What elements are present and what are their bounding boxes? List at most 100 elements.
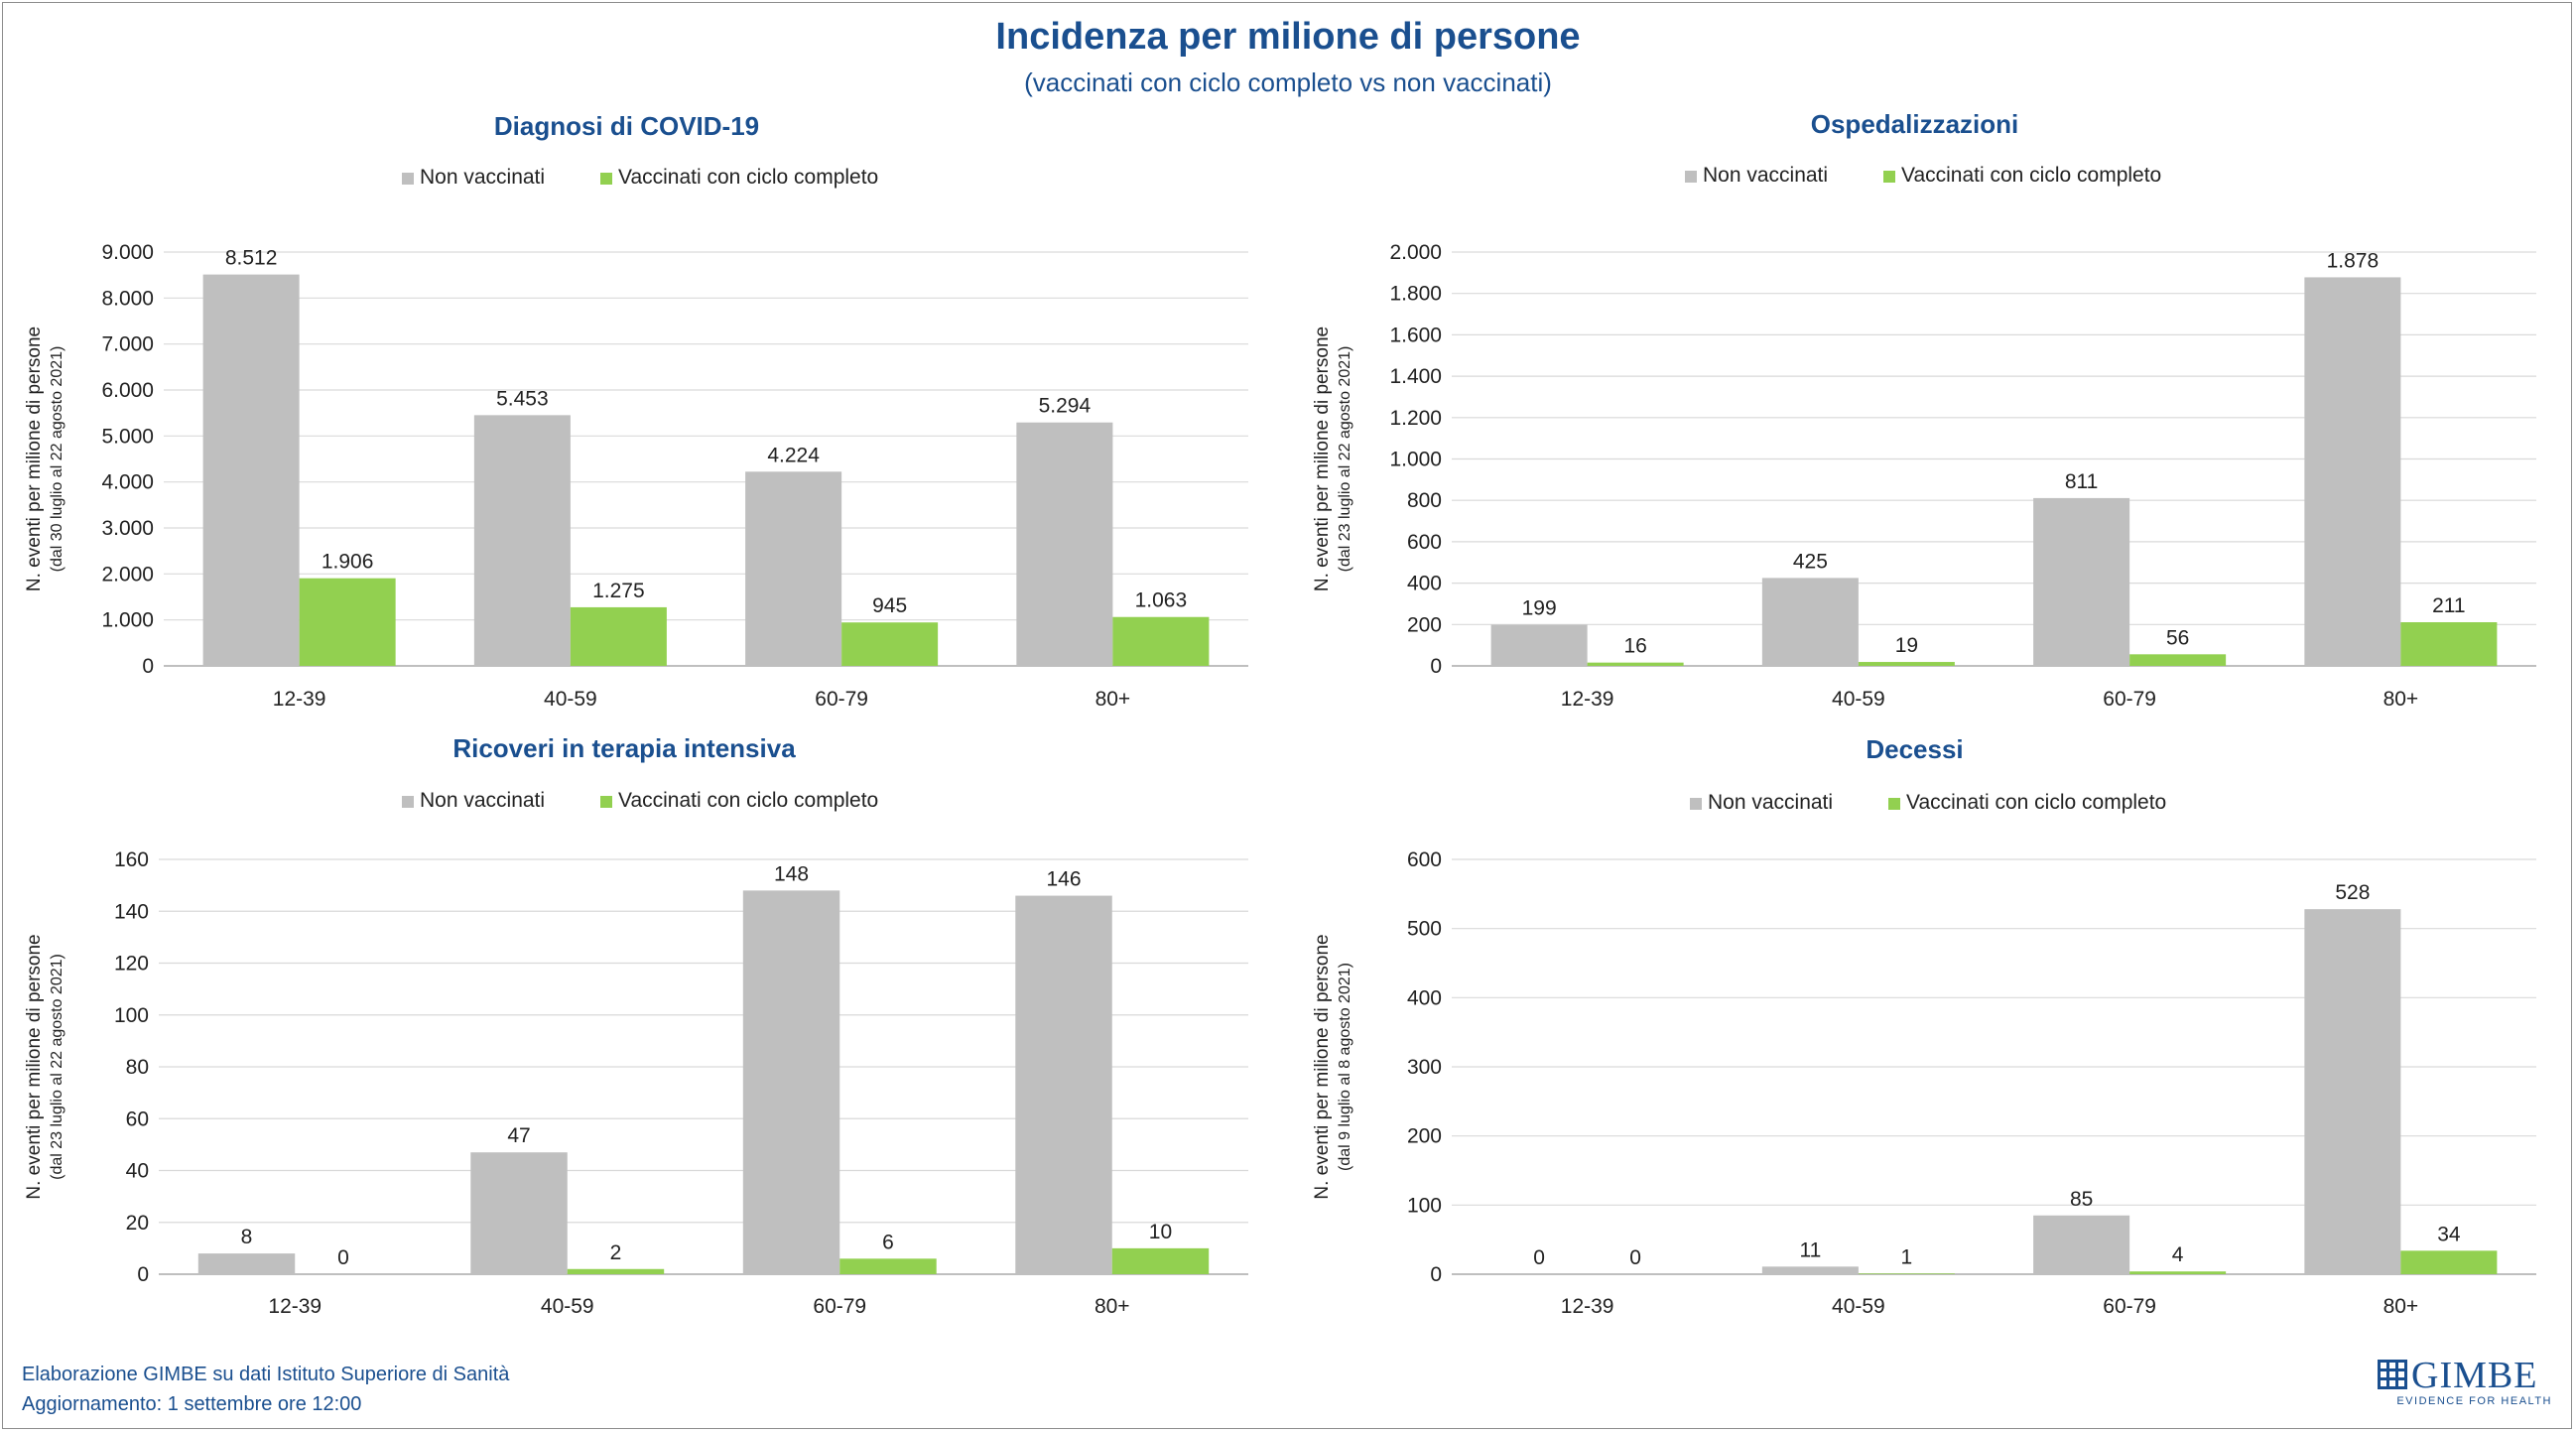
- bar-non-vaccinati: [2304, 909, 2401, 1274]
- y-tick-label: 9.000: [101, 241, 154, 264]
- legend-label-non-vaccinati: Non vaccinati: [420, 789, 545, 812]
- bar-group-40-59: 47 2: [470, 1124, 665, 1274]
- x-tick-label: 12-39: [268, 1295, 322, 1318]
- y-tick-label: 1.000: [101, 609, 154, 632]
- bar-vaccinati: [841, 622, 939, 666]
- chart-terapia-intensiva: Ricoveri in terapia intensiva Non vaccina…: [0, 733, 1288, 1330]
- chart-svg: Ospedalizzazioni Non vaccinati Vaccinati c…: [1312, 109, 2536, 711]
- y-tick-label: 600: [1407, 531, 1442, 554]
- y-axis-label-period: (dal 23 luglio al 22 agosto 2021): [49, 954, 65, 1180]
- bar-group-80+: 528 34: [2304, 881, 2498, 1274]
- bar-group-80+: 146 10: [1015, 868, 1210, 1274]
- y-tick-label: 0: [1430, 1263, 1442, 1286]
- data-label: 945: [872, 594, 907, 617]
- bar-group-12-39: 8.512 1.906: [202, 247, 396, 666]
- legend-label-vaccinati: Vaccinati con ciclo completo: [618, 166, 878, 189]
- data-label: 0: [1629, 1246, 1641, 1269]
- data-label: 1.063: [1135, 589, 1188, 612]
- bar-non-vaccinati: [1761, 578, 1859, 666]
- bar-group-40-59: 425 19: [1761, 550, 1955, 666]
- data-label: 1.906: [322, 551, 374, 574]
- bar-non-vaccinati: [742, 890, 840, 1274]
- y-tick-label: 0: [1430, 655, 1442, 678]
- chart-title: Ospedalizzazioni: [1811, 109, 2019, 139]
- y-tick-label: 6.000: [101, 379, 154, 402]
- bar-non-vaccinati: [1015, 895, 1112, 1274]
- x-tick-label: 60-79: [2103, 688, 2156, 711]
- bar-vaccinati: [299, 578, 396, 666]
- bar-vaccinati: [839, 1258, 937, 1274]
- bar-vaccinati: [1111, 1247, 1210, 1274]
- bar-non-vaccinati: [2033, 497, 2130, 666]
- bar-non-vaccinati: [197, 1253, 296, 1274]
- y-tick-label: 100: [1407, 1194, 1442, 1217]
- bar-group-60-79: 4.224 945: [745, 444, 939, 666]
- legend-swatch-non-vaccinati: [1690, 798, 1702, 810]
- bar-non-vaccinati: [1761, 1266, 1859, 1274]
- bar-vaccinati: [1858, 662, 1955, 666]
- gimbe-logo: GIMBE EVIDENCE FOR HEALTH: [2378, 1355, 2556, 1411]
- legend: Non vaccinati Vaccinati con ciclo complet…: [1685, 164, 2161, 187]
- data-label: 425: [1793, 550, 1828, 573]
- data-label: 148: [774, 862, 809, 885]
- y-tick-label: 200: [1407, 1125, 1442, 1148]
- y-tick-label: 800: [1407, 489, 1442, 512]
- data-label: 4: [2172, 1243, 2184, 1266]
- x-tick-label: 60-79: [815, 688, 868, 711]
- data-label: 47: [507, 1124, 530, 1147]
- y-tick-label: 20: [126, 1212, 149, 1235]
- logo-tagline: EVIDENCE FOR HEALTH: [2396, 1395, 2552, 1407]
- data-label: 5.294: [1039, 395, 1092, 418]
- y-tick-label: 1.200: [1389, 407, 1442, 430]
- legend-label-vaccinati: Vaccinati con ciclo completo: [1906, 791, 2166, 814]
- legend-label-non-vaccinati: Non vaccinati: [420, 166, 545, 189]
- bar-group-40-59: 11 1: [1761, 1238, 1955, 1274]
- chart-decessi: Decessi Non vaccinati Vaccinati con ciclo …: [1288, 734, 2576, 1330]
- data-label: 2: [610, 1241, 622, 1264]
- y-tick-label: 500: [1407, 918, 1442, 941]
- data-label: 211: [2432, 594, 2465, 617]
- bar-group-40-59: 5.453 1.275: [473, 387, 667, 666]
- data-label: 1.275: [592, 580, 645, 602]
- bar-non-vaccinati: [1490, 624, 1588, 666]
- data-label: 6: [882, 1231, 894, 1253]
- bar-group-80+: 1.878 211: [2304, 249, 2498, 666]
- y-axis-label-period: (dal 30 luglio al 22 agosto 2021): [49, 346, 65, 573]
- bar-vaccinati: [570, 606, 667, 666]
- chart-title: Ricoveri in terapia intensiva: [452, 733, 796, 763]
- data-label: 4.224: [767, 444, 820, 466]
- y-tick-label: 7.000: [101, 333, 154, 356]
- bar-vaccinati: [2129, 654, 2227, 666]
- bar-non-vaccinati: [2033, 1215, 2130, 1274]
- footer-source: Elaborazione GIMBE su dati Istituto Supe…: [22, 1364, 510, 1385]
- bar-vaccinati: [1112, 616, 1210, 666]
- data-label: 85: [2070, 1188, 2093, 1211]
- legend-swatch-vaccinati: [600, 173, 612, 185]
- x-tick-label: 60-79: [2103, 1295, 2156, 1318]
- chart-diagnosi: Diagnosi di COVID-19 Non vaccinati Vaccina…: [0, 109, 1288, 715]
- x-tick-label: 12-39: [1561, 1295, 1614, 1318]
- x-tick-label: 80+: [2383, 1295, 2419, 1318]
- x-tick-label: 40-59: [541, 1295, 594, 1318]
- data-label: 0: [337, 1246, 349, 1269]
- data-label: 10: [1149, 1221, 1172, 1243]
- data-label: 528: [2335, 881, 2370, 904]
- legend-swatch-vaccinati: [1883, 171, 1895, 183]
- data-label: 8.512: [225, 247, 278, 270]
- bar-vaccinati: [1587, 662, 1684, 666]
- x-tick-label: 12-39: [273, 688, 326, 711]
- y-axis-label: N. eventi per milione di persone: [24, 934, 45, 1199]
- data-label: 11: [1799, 1238, 1821, 1261]
- bar-vaccinati: [2400, 622, 2498, 666]
- legend: Non vaccinati Vaccinati con ciclo complet…: [402, 789, 878, 812]
- x-tick-label: 12-39: [1561, 688, 1614, 711]
- legend-label-non-vaccinati: Non vaccinati: [1708, 791, 1833, 814]
- y-tick-label: 5.000: [101, 425, 154, 448]
- page-title: Incidenza per milione di persone: [995, 16, 1581, 58]
- x-tick-label: 80+: [1095, 688, 1131, 711]
- chart-title: Diagnosi di COVID-19: [494, 111, 759, 141]
- y-tick-label: 60: [126, 1107, 149, 1130]
- y-tick-label: 400: [1407, 986, 1442, 1009]
- y-tick-label: 140: [114, 900, 149, 923]
- y-axis-label-period: (dal 9 luglio al 8 agosto 2021): [1337, 963, 1353, 1171]
